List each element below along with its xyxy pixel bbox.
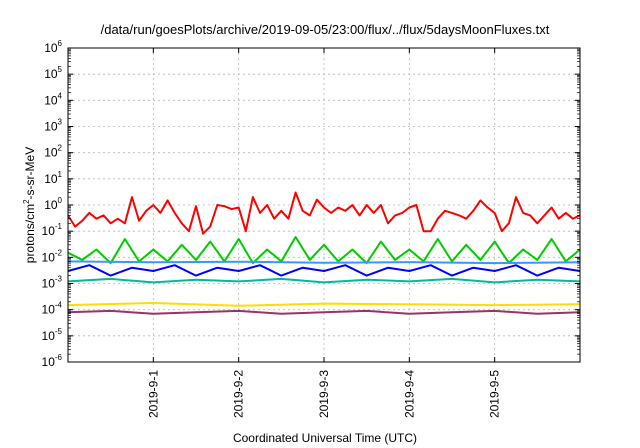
grid [68, 48, 580, 362]
y-tick-label-exponent: 3 [58, 118, 63, 127]
y-tick-label: 105 [44, 65, 62, 81]
y-tick-label-exponent: -1 [55, 222, 63, 231]
y-tick-label: 10-2 [42, 248, 63, 264]
y-tick-label-base: 10 [44, 172, 58, 186]
y-tick-label: 10-6 [42, 353, 63, 369]
series-line [67, 191, 581, 235]
y-tick-label: 10-5 [42, 327, 63, 343]
y-tick-label-exponent: 0 [58, 196, 63, 205]
y-tick-label-exponent: 4 [58, 91, 63, 100]
series-line [67, 236, 581, 265]
y-tick-label-base: 10 [44, 41, 58, 55]
y-tick-label-base: 10 [44, 93, 58, 107]
series-layer [67, 191, 581, 315]
y-tick-label-base: 10 [42, 355, 56, 369]
x-tick-label: 2019-9-3 [317, 370, 331, 418]
y-tick-label: 102 [44, 144, 62, 160]
y-tick-label-base: 10 [44, 120, 58, 134]
y-axis: 10-610-510-410-310-210-11001011021031041… [42, 39, 580, 369]
y-tick-label-exponent: 2 [58, 144, 63, 153]
y-tick-label-base: 10 [42, 277, 56, 291]
x-axis: 2019-9-1 2019-9-2 2019-9-3 2019-9-4 2019-9-5 [146, 48, 502, 418]
y-tick-label-base: 10 [42, 303, 56, 317]
y-tick-label-base: 10 [44, 198, 58, 212]
y-axis-title-exponent: 2 [22, 199, 31, 204]
x-tick-label: 2019-9-5 [488, 370, 502, 418]
x-axis-title: Coordinated Universal Time (UTC) [233, 431, 417, 445]
x-tick-label: 2019-9-4 [402, 370, 416, 418]
x-tick-label: 2019-9-1 [146, 370, 160, 418]
y-tick-label-base: 10 [42, 224, 56, 238]
y-tick-label-exponent: -5 [55, 327, 63, 336]
y-tick-label-exponent: -4 [55, 301, 63, 310]
y-tick-label: 100 [44, 196, 62, 212]
series-line [67, 277, 581, 284]
y-axis-title-units: -s-sr-MeV [23, 147, 37, 200]
y-tick-label: 106 [44, 39, 62, 55]
series-line [67, 264, 581, 277]
y-tick-label-exponent: 1 [58, 170, 63, 179]
series-line [67, 302, 581, 307]
series-line [67, 260, 581, 265]
y-axis-title-base: protons/cm [23, 204, 37, 263]
y-tick-label-base: 10 [42, 250, 56, 264]
y-tick-label: 103 [44, 118, 62, 134]
series-line [67, 309, 581, 315]
y-tick-label-exponent: 5 [58, 65, 63, 74]
y-tick-label: 104 [44, 91, 62, 107]
y-tick-label-exponent: -2 [55, 248, 63, 257]
y-tick-label-base: 10 [44, 67, 58, 81]
y-tick-label-exponent: 6 [58, 39, 63, 48]
y-tick-label-base: 10 [44, 146, 58, 160]
y-tick-label-base: 10 [42, 329, 56, 343]
y-tick-label: 10-4 [42, 301, 63, 317]
y-tick-label: 10-1 [42, 222, 63, 238]
y-tick-label-exponent: -3 [55, 275, 63, 284]
y-tick-label: 10-3 [42, 275, 63, 291]
chart-title: /data/run/goesPlots/archive/2019-09-05/2… [101, 22, 550, 37]
x-tick-label: 2019-9-2 [232, 370, 246, 418]
y-tick-label-exponent: -6 [55, 353, 63, 362]
y-axis-title: protons/cm2-s-sr-MeV [22, 147, 37, 263]
y-tick-label: 101 [44, 170, 62, 186]
